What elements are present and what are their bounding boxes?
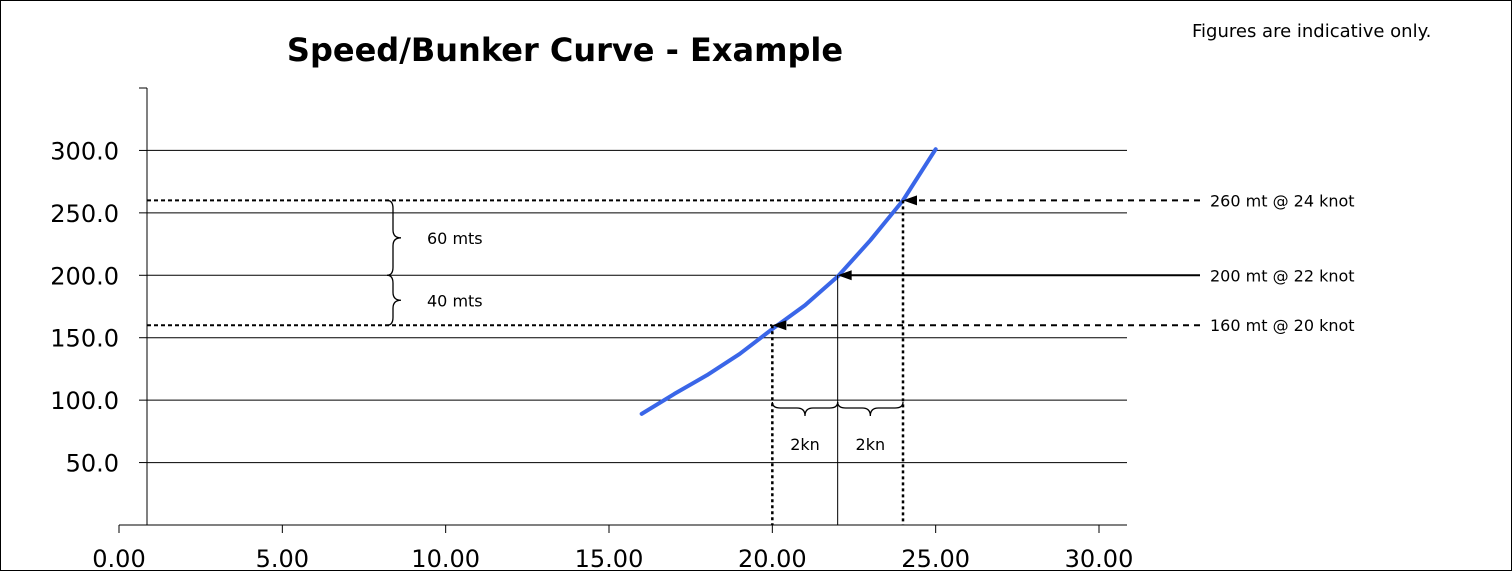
- y-tick-label: 250.0: [50, 200, 119, 228]
- x-tick-label: 10.00: [411, 545, 480, 571]
- x-brace-label-1: 2kn: [856, 435, 886, 454]
- y-tick-label: 300.0: [50, 137, 119, 165]
- reference-label-1: 200 mt @ 22 knot: [1210, 266, 1355, 285]
- reference-label-2: 160 mt @ 20 knot: [1210, 316, 1355, 335]
- y-tick-label: 50.0: [66, 450, 119, 478]
- y-tick-label: 100.0: [50, 387, 119, 415]
- arrowhead-2: [772, 320, 787, 331]
- y-tick-label: 200.0: [50, 262, 119, 290]
- arrowhead-0: [903, 195, 917, 206]
- x-tick-label: 15.00: [575, 545, 644, 571]
- y-tick-label: 150.0: [50, 325, 119, 353]
- chart-title: Speed/Bunker Curve - Example: [287, 31, 843, 69]
- y-brace-label-1: 40 mts: [427, 291, 483, 310]
- reference-label-0: 260 mt @ 24 knot: [1210, 191, 1355, 210]
- y-brace-0: [386, 199, 402, 276]
- x-tick-label: 20.00: [738, 545, 807, 571]
- tick-labels: 50.0 100.0 150.0 200.0 250.0 300.0 0.00 5.00 10.…: [50, 137, 1133, 571]
- x-brace-1: [837, 401, 904, 417]
- x-tick-label: 25.00: [901, 545, 970, 571]
- annotations: 260 mt @ 24 knot 200 mt @ 22 knot 160 mt @…: [147, 191, 1355, 525]
- axes: [118, 87, 1127, 533]
- grid-lines: [147, 149, 1127, 464]
- y-brace-label-0: 60 mts: [427, 229, 483, 248]
- series: [639, 147, 938, 416]
- x-tick-label: 5.00: [256, 545, 309, 571]
- chart-note: Figures are indicative only.: [1192, 21, 1431, 42]
- y-brace-1: [386, 274, 402, 326]
- x-brace-label-0: 2kn: [790, 435, 820, 454]
- x-brace-0: [771, 401, 839, 417]
- arrowhead-1: [837, 270, 852, 281]
- x-tick-label: 0.00: [92, 545, 145, 571]
- x-tick-label: 30.00: [1065, 545, 1134, 571]
- series-line-0: [639, 147, 938, 416]
